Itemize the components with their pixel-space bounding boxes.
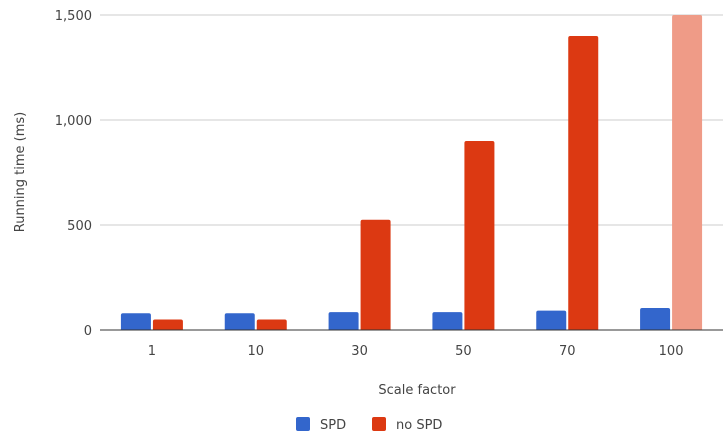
legend-label-no-spd: no SPD — [396, 418, 442, 433]
x-tick-label: 100 — [659, 344, 684, 359]
legend-item-spd[interactable]: SPD — [296, 417, 346, 433]
bar-spd-100[interactable] — [640, 307, 671, 330]
bar-no-spd-70[interactable] — [568, 36, 599, 330]
bar-spd-70[interactable] — [536, 310, 567, 330]
y-tick-label: 1,000 — [55, 114, 92, 129]
y-axis-ticks: 0 500 1,000 1,500 — [55, 9, 92, 339]
bar-no-spd-1[interactable] — [152, 319, 183, 331]
legend-item-no-spd[interactable]: no SPD — [372, 417, 442, 433]
bar-spd-1[interactable] — [120, 313, 151, 330]
x-tick-label: 10 — [247, 344, 264, 359]
legend-swatch-spd — [296, 417, 310, 431]
bars — [120, 15, 703, 331]
bar-spd-10[interactable] — [224, 313, 255, 330]
legend: SPD no SPD — [296, 417, 442, 433]
y-axis-label: Running time (ms) — [13, 112, 28, 233]
x-axis-label: Scale factor — [378, 383, 456, 398]
y-tick-label: 500 — [67, 219, 92, 234]
bar-no-spd-100[interactable] — [672, 15, 703, 330]
y-tick-label: 0 — [84, 324, 92, 339]
x-tick-label: 1 — [148, 344, 156, 359]
x-axis-ticks: 1 10 30 50 70 100 — [148, 344, 684, 359]
bar-no-spd-10[interactable] — [256, 319, 287, 331]
bar-spd-50[interactable] — [432, 312, 463, 330]
bar-no-spd-50[interactable] — [464, 141, 495, 330]
legend-label-spd: SPD — [320, 418, 346, 433]
legend-swatch-no-spd — [372, 417, 386, 431]
bar-spd-30[interactable] — [328, 312, 359, 330]
bar-no-spd-30[interactable] — [360, 219, 391, 330]
x-tick-label: 30 — [351, 344, 368, 359]
y-tick-label: 1,500 — [55, 9, 92, 24]
x-tick-label: 70 — [559, 344, 576, 359]
gridlines — [100, 14, 723, 226]
x-tick-label: 50 — [455, 344, 472, 359]
